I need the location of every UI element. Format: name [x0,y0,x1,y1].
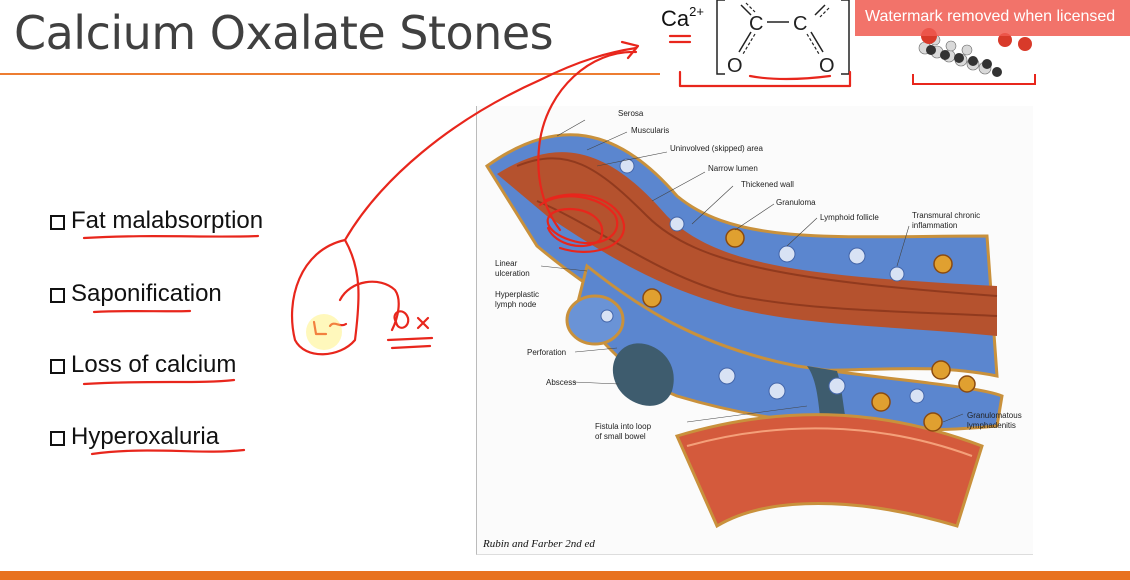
crohns-bowel-illustration: Serosa Muscularis Uninvolved (skipped) a… [476,106,1033,555]
label-lymphoid-follicle: Lymphoid follicle [820,213,879,222]
checkbox-bullet-icon [50,358,65,374]
oxygen-atom-2: O [819,55,835,77]
slide-title: Calcium Oxalate Stones [14,6,554,60]
label-fistula-2: of small bowel [595,432,646,441]
label-serosa: Serosa [618,109,644,118]
label-granulomatous-1: Granulomatous [967,411,1022,420]
label-transmural-1: Transmural chronic [912,211,981,220]
label-linear-ulceration-2: ulceration [495,269,530,278]
calcium-ion-label: Ca2+ [661,4,704,32]
bullet-text: Hyperoxaluria [71,423,220,450]
oxalate-structure: C C O O [716,0,850,77]
checkbox-bullet-icon [50,287,65,303]
carbon-atom-2: C [793,13,807,35]
label-fistula-1: Fistula into loop [595,422,652,431]
oxalate-formula: Ca2+ C C O O [655,0,855,100]
label-granulomatous-2: lymphadenitis [967,421,1016,430]
checkbox-bullet-icon [50,430,65,446]
label-hyperplastic-1: Hyperplastic [495,290,540,299]
bullet-text: Saponification [71,280,222,307]
checkbox-bullet-icon [50,214,65,230]
carbon-atom-1: C [749,13,763,35]
bullet-hyperoxaluria: Hyperoxaluria [50,422,219,452]
calcium-charge: 2+ [689,4,704,19]
calcium-symbol: Ca [661,6,690,31]
label-uninvolved-area: Uninvolved (skipped) area [670,144,763,153]
label-linear-ulceration-1: Linear [495,259,518,268]
watermark-banner: Watermark removed when licensed [855,0,1130,36]
figure-caption: Rubin and Farber 2nd ed [483,538,595,550]
label-hyperplastic-2: lymph node [495,300,537,309]
bullet-text: Loss of calcium [71,351,237,378]
bullet-saponification: Saponification [50,279,222,309]
label-thickened-wall: Thickened wall [741,180,794,189]
label-narrow-lumen: Narrow lumen [708,164,758,173]
title-underline [0,73,660,75]
oxygen-atom-1: O [727,55,743,77]
bullet-text: Fat malabsorption [71,207,264,234]
bullet-loss-of-calcium: Loss of calcium [50,350,236,380]
label-muscularis: Muscularis [631,126,670,135]
label-transmural-2: inflammation [912,221,958,230]
bullet-fat-malabsorption: Fat malabsorption [50,206,263,236]
label-perforation: Perforation [527,348,567,357]
label-granuloma: Granuloma [776,198,816,207]
molecule-model-image [912,28,1036,85]
footer-accent-bar [0,571,1130,580]
label-abscess: Abscess [546,378,577,387]
